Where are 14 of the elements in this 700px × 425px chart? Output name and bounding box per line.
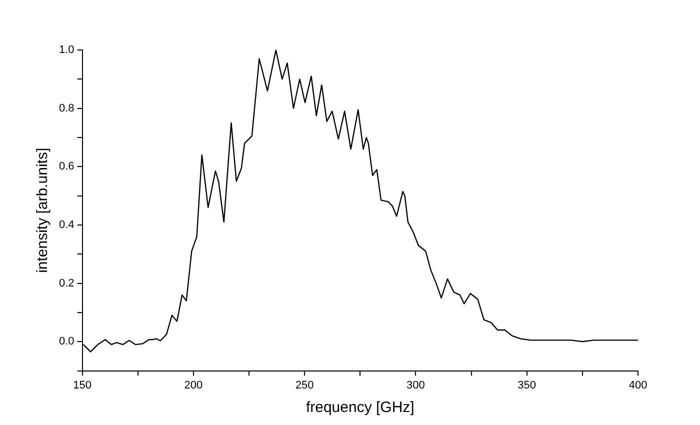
x-tick-label: 350 bbox=[518, 379, 536, 392]
y-tick-label: 0.2 bbox=[58, 277, 74, 290]
y-tick-label: 0.6 bbox=[58, 160, 74, 173]
y-tick-label: 0.0 bbox=[58, 336, 74, 348]
x-tick-label: 300 bbox=[406, 379, 425, 392]
y-axis-title: intensity [arb.units] bbox=[34, 148, 52, 273]
y-tick-label: 0.8 bbox=[58, 102, 74, 114]
y-tick-label: 0.4 bbox=[58, 219, 74, 232]
x-tick-label: 400 bbox=[628, 379, 648, 392]
x-tick-label: 200 bbox=[184, 379, 203, 392]
x-axis-title: frequency [GHz] bbox=[306, 399, 414, 416]
x-tick-label: 250 bbox=[295, 379, 314, 392]
y-tick-label: 1.0 bbox=[58, 44, 74, 56]
x-tick-label: 150 bbox=[73, 379, 92, 392]
